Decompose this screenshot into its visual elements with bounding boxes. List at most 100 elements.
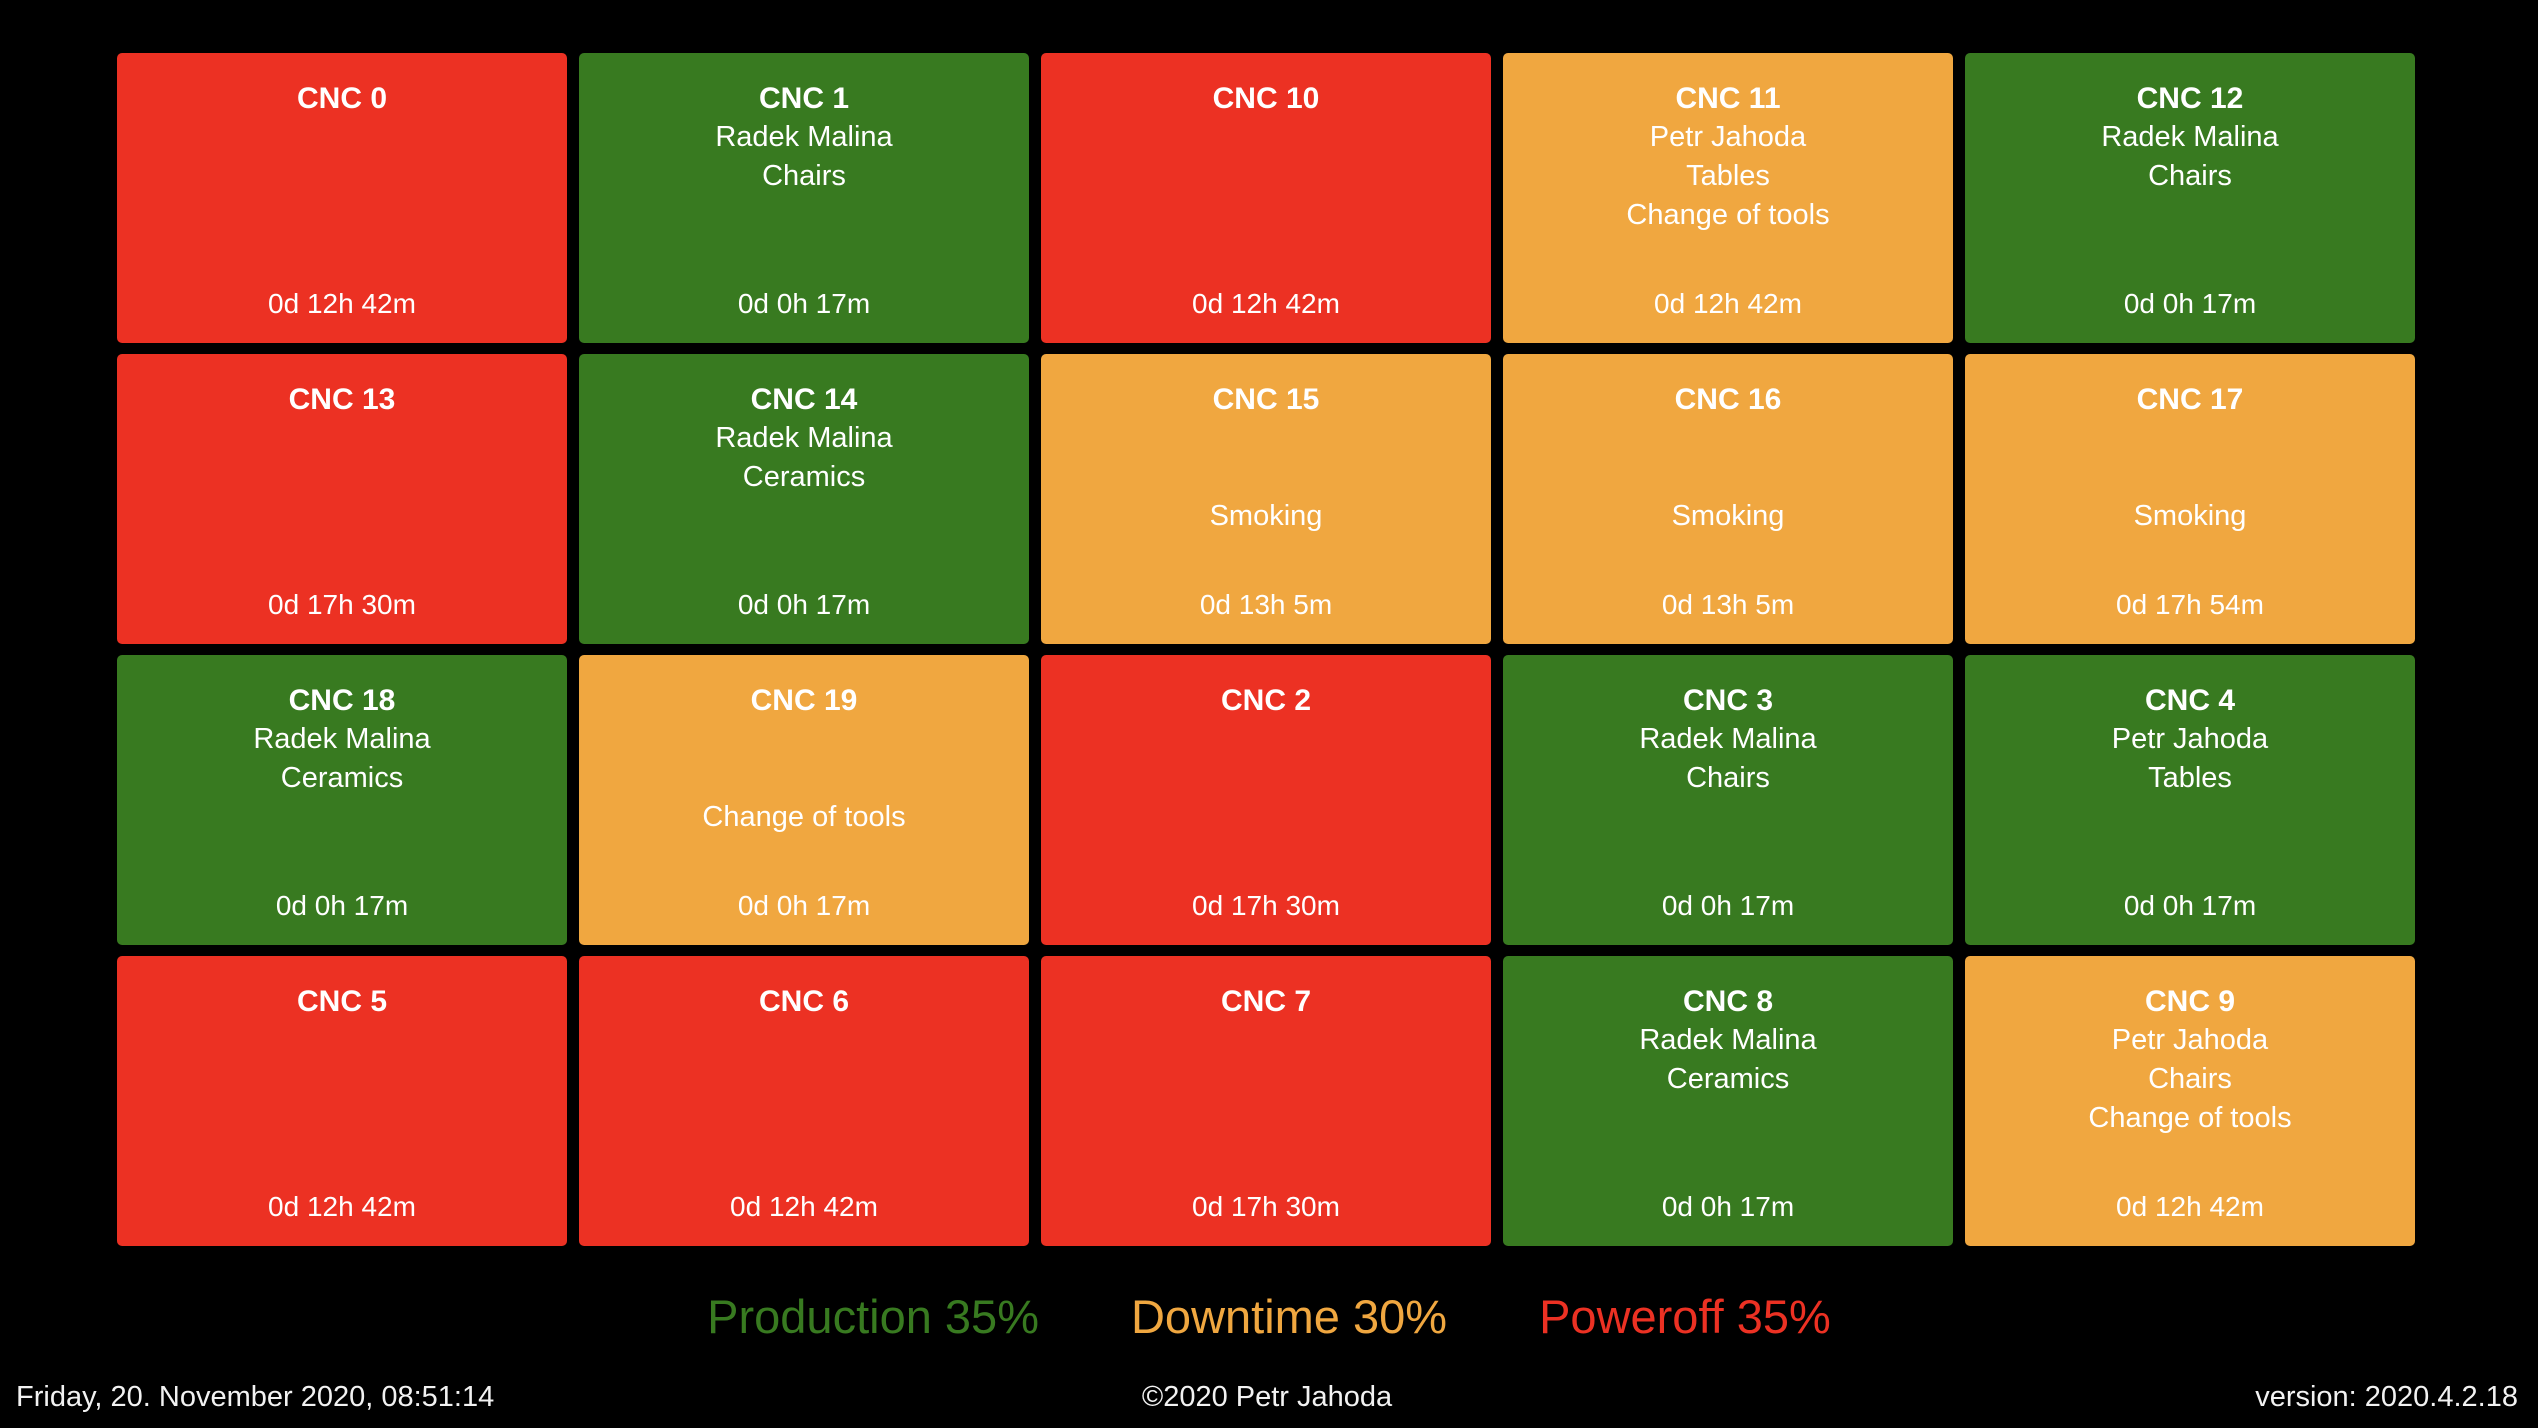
machine-downtime-reason	[597, 196, 1011, 235]
machine-downtime-reason	[135, 1099, 549, 1138]
machine-state-duration: 0d 12h 42m	[1192, 288, 1340, 319]
machine-state-duration: 0d 13h 5m	[1661, 589, 1795, 620]
machine-state-duration: 0d 12h 42m	[2116, 1191, 2264, 1222]
machine-state-duration: 0d 0h 17m	[737, 890, 871, 921]
machine-downtime-reason: Smoking	[2133, 500, 2247, 532]
machine-downtime-reason	[597, 497, 1011, 536]
machine-name: CNC 14	[750, 383, 858, 416]
machine-order: Ceramics	[742, 461, 866, 493]
legend-downtime: Downtime 30%	[1130, 1290, 1448, 1343]
machine-user	[1059, 720, 1473, 759]
machine-downtime-reason	[1983, 798, 2397, 837]
machine-user	[1983, 419, 2397, 458]
machine-order	[1521, 458, 1935, 497]
legend-production: Production 35%	[707, 1290, 1039, 1343]
machine-state-duration: 0d 12h 42m	[268, 288, 416, 319]
machine-state-duration: 0d 13h 5m	[1199, 589, 1333, 620]
machine-user	[1521, 419, 1935, 458]
legend-poweroff: Poweroff 35%	[1539, 1290, 1831, 1343]
machine-state-duration: 0d 0h 17m	[275, 890, 409, 921]
machine-name: CNC 11	[1675, 82, 1781, 115]
machine-state-duration: 0d 0h 17m	[737, 589, 871, 620]
machine-name: CNC 8	[1682, 985, 1773, 1018]
machine-tile[interactable]: CNC 10 0d 12h 42m	[1041, 53, 1491, 343]
machine-downtime-reason	[135, 497, 549, 536]
machine-order: Tables	[1686, 160, 1770, 192]
machine-user: Radek Malina	[715, 121, 893, 153]
machine-user	[1059, 419, 1473, 458]
footer-version: version: 2020.4.2.18	[2255, 1381, 2518, 1413]
machine-user: Radek Malina	[1639, 1024, 1817, 1056]
machine-tile[interactable]: CNC 12 Radek Malina Chairs 0d 0h 17m	[1965, 53, 2415, 343]
machine-downtime-reason	[597, 1099, 1011, 1138]
machine-tile[interactable]: CNC 4 Petr Jahoda Tables 0d 0h 17m	[1965, 655, 2415, 945]
machine-downtime-reason: Smoking	[1209, 500, 1323, 532]
machine-user: Petr Jahoda	[2111, 1024, 2269, 1056]
machine-downtime-reason	[1059, 1099, 1473, 1138]
status-legend: Production 35% Downtime 30% Poweroff 35%	[0, 1288, 2538, 1346]
machine-tile[interactable]: CNC 6 0d 12h 42m	[579, 956, 1029, 1246]
machine-grid: CNC 0 0d 12h 42m CNC 1 Radek Malina Chai…	[117, 53, 2415, 1246]
machine-order	[1059, 1060, 1473, 1099]
machine-tile[interactable]: CNC 19 Change of tools 0d 0h 17m	[579, 655, 1029, 945]
machine-downtime-reason	[1521, 1099, 1935, 1138]
machine-name: CNC 17	[2136, 383, 2244, 416]
machine-name: CNC 16	[1674, 383, 1782, 416]
machine-order: Tables	[2148, 762, 2232, 794]
machine-order	[597, 759, 1011, 798]
machine-tile[interactable]: CNC 2 0d 17h 30m	[1041, 655, 1491, 945]
machine-user	[1059, 118, 1473, 157]
machine-order: Chairs	[762, 160, 846, 192]
machine-name: CNC 5	[296, 985, 387, 1018]
machine-order	[135, 1060, 549, 1099]
footer-datetime: Friday, 20. November 2020, 08:51:14	[16, 1381, 495, 1413]
machine-tile[interactable]: CNC 18 Radek Malina Ceramics 0d 0h 17m	[117, 655, 567, 945]
machine-tile[interactable]: CNC 3 Radek Malina Chairs 0d 0h 17m	[1503, 655, 1953, 945]
machine-tile[interactable]: CNC 9 Petr Jahoda Chairs Change of tools…	[1965, 956, 2415, 1246]
machine-state-duration: 0d 12h 42m	[1654, 288, 1802, 319]
machine-state-duration: 0d 0h 17m	[2123, 890, 2257, 921]
machine-user: Radek Malina	[253, 723, 431, 755]
machine-user	[597, 1021, 1011, 1060]
machine-state-duration: 0d 17h 54m	[2116, 589, 2264, 620]
machine-order	[1059, 458, 1473, 497]
machine-state-duration: 0d 0h 17m	[737, 288, 871, 319]
machine-tile[interactable]: CNC 5 0d 12h 42m	[117, 956, 567, 1246]
machine-state-duration: 0d 0h 17m	[1661, 1191, 1795, 1222]
machine-tile[interactable]: CNC 0 0d 12h 42m	[117, 53, 567, 343]
machine-tile[interactable]: CNC 8 Radek Malina Ceramics 0d 0h 17m	[1503, 956, 1953, 1246]
machine-state-duration: 0d 17h 30m	[268, 589, 416, 620]
machine-name: CNC 10	[1212, 82, 1320, 115]
machine-tile[interactable]: CNC 13 0d 17h 30m	[117, 354, 567, 644]
machine-name: CNC 19	[750, 684, 858, 717]
machine-tile[interactable]: CNC 15 Smoking 0d 13h 5m	[1041, 354, 1491, 644]
machine-tile[interactable]: CNC 11 Petr Jahoda Tables Change of tool…	[1503, 53, 1953, 343]
machine-downtime-reason: Change of tools	[1626, 199, 1830, 231]
machine-order: Ceramics	[280, 762, 404, 794]
machine-user: Radek Malina	[2101, 121, 2279, 153]
machine-name: CNC 13	[288, 383, 396, 416]
machine-downtime-reason: Change of tools	[2088, 1102, 2292, 1134]
machine-downtime-reason	[1521, 798, 1935, 837]
machine-name: CNC 15	[1212, 383, 1320, 416]
machine-downtime-reason	[1059, 798, 1473, 837]
machine-tile[interactable]: CNC 16 Smoking 0d 13h 5m	[1503, 354, 1953, 644]
footer-copyright: ©2020 Petr Jahoda	[1141, 1381, 1393, 1413]
machine-user: Petr Jahoda	[2111, 723, 2269, 755]
machine-tile[interactable]: CNC 17 Smoking 0d 17h 54m	[1965, 354, 2415, 644]
machine-user: Radek Malina	[1639, 723, 1817, 755]
machine-state-duration: 0d 0h 17m	[2123, 288, 2257, 319]
machine-name: CNC 4	[2144, 684, 2235, 717]
machine-tile[interactable]: CNC 7 0d 17h 30m	[1041, 956, 1491, 1246]
machine-tile[interactable]: CNC 14 Radek Malina Ceramics 0d 0h 17m	[579, 354, 1029, 644]
machine-user: Petr Jahoda	[1649, 121, 1807, 153]
machine-name: CNC 2	[1220, 684, 1311, 717]
machine-downtime-reason	[1059, 196, 1473, 235]
machine-state-duration: 0d 12h 42m	[268, 1191, 416, 1222]
machine-name: CNC 3	[1682, 684, 1773, 717]
machine-user	[135, 1021, 549, 1060]
machine-tile[interactable]: CNC 1 Radek Malina Chairs 0d 0h 17m	[579, 53, 1029, 343]
machine-order	[135, 157, 549, 196]
machine-user	[597, 720, 1011, 759]
machine-state-duration: 0d 12h 42m	[730, 1191, 878, 1222]
